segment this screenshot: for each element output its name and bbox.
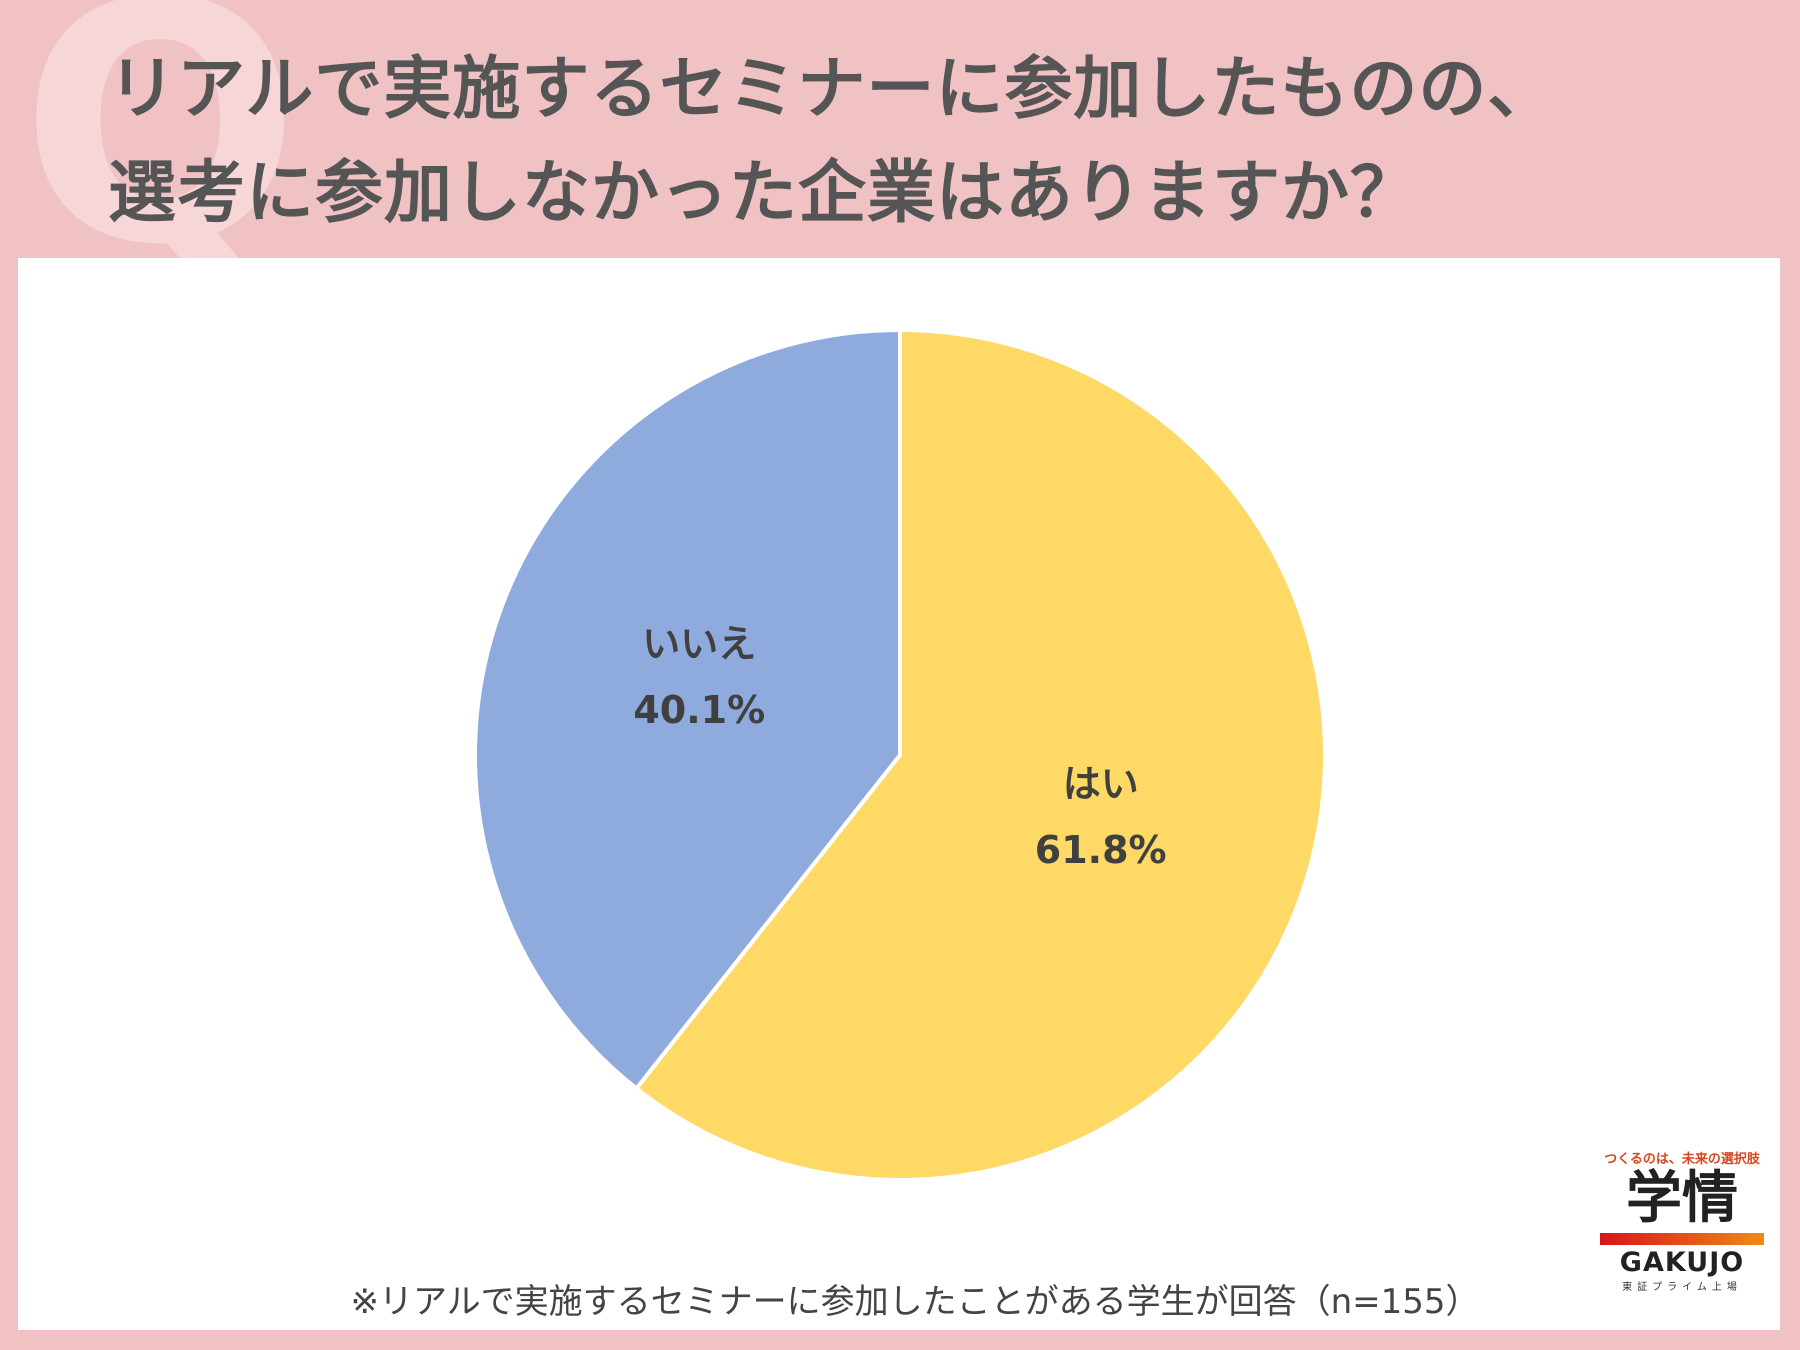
slice-value-label: 40.1% xyxy=(633,688,765,732)
slice-category-label: はい xyxy=(1063,762,1139,806)
slice-value-label: 61.8% xyxy=(1035,828,1167,872)
q-watermark: Q xyxy=(20,0,301,317)
title-line-1: リアルで実施するセミナーに参加したものの、 xyxy=(108,50,1557,129)
pie-slice-0 xyxy=(633,327,1327,1182)
logo-name: GAKUJO xyxy=(1619,1247,1745,1278)
logo-bar xyxy=(1600,1233,1764,1245)
logo-sub: 東証プライム上場 xyxy=(1622,1282,1742,1293)
footnote: ※リアルで実施するセミナーに参加したことがある学生が回答（n=155） xyxy=(350,1282,1480,1322)
slice-category-label: いいえ xyxy=(642,622,756,666)
gakujo-logo: つくるのは、未来の選択肢 学情 GAKUJO 東証プライム上場 xyxy=(1582,1148,1782,1293)
pie-slice-1 xyxy=(473,327,902,1092)
logo-kanji: 学情 xyxy=(1626,1166,1738,1231)
logo-tagline: つくるのは、未来の選択肢 xyxy=(1604,1152,1760,1167)
title-line-2: 選考に参加しなかった企業はありますか？ xyxy=(108,154,1420,233)
page-title: リアルで実施するセミナーに参加したものの、 選考に参加しなかった企業はありますか… xyxy=(108,38,1556,246)
